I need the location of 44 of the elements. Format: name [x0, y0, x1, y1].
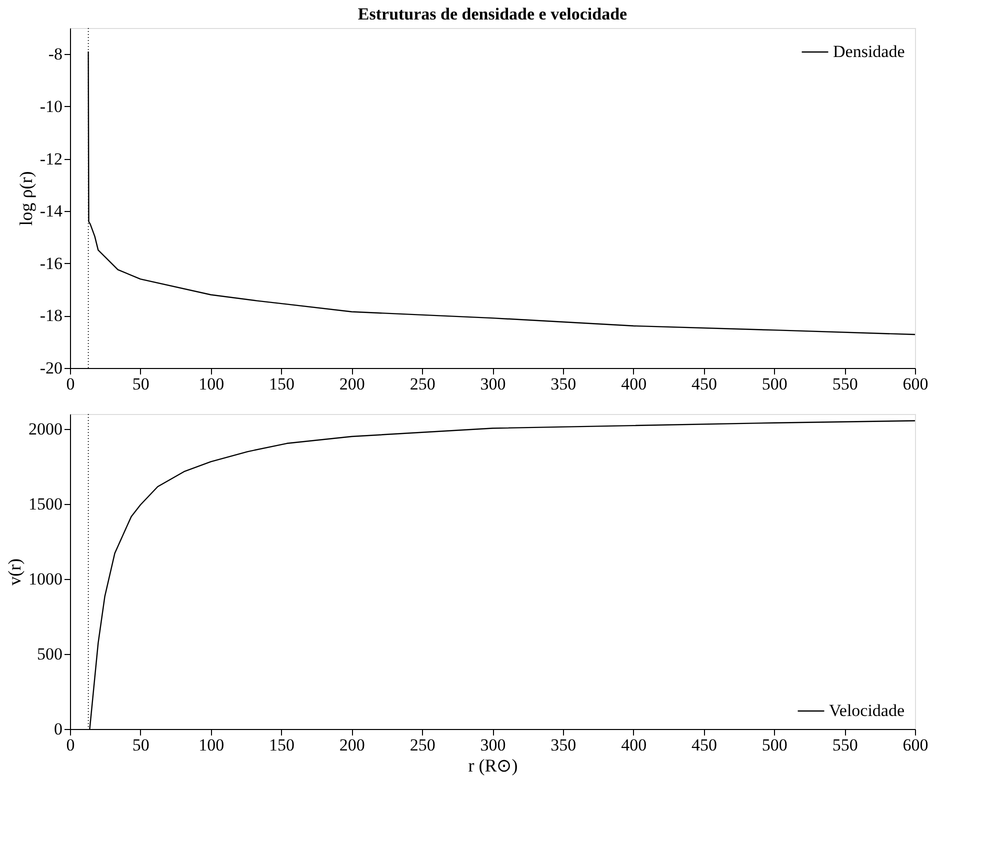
- y-tick-label: 500: [37, 644, 62, 664]
- x-tick-label: 200: [339, 374, 365, 394]
- y-tick-label: -14: [40, 202, 63, 221]
- x-tick-label: 600: [902, 374, 928, 394]
- chart-title: Estruturas de densidade e velocidade: [358, 4, 628, 24]
- x-tick-label: 500: [762, 736, 788, 754]
- y-tick-label: -12: [40, 149, 62, 168]
- y-tick-label: 1500: [28, 494, 62, 514]
- y-tick-label: 2000: [28, 420, 62, 438]
- x-tick-label: 550: [832, 374, 858, 394]
- x-tick-label: 250: [410, 374, 436, 394]
- x-tick-label: 50: [132, 736, 150, 754]
- y-tick-label: 0: [54, 720, 62, 738]
- x-tick-label: 100: [198, 736, 224, 754]
- x-tick-label: 450: [692, 736, 717, 754]
- x-tick-label: 0: [66, 736, 75, 754]
- y-tick-label: -8: [48, 44, 62, 64]
- x-tick-label: 400: [621, 736, 647, 754]
- x-tick-label: 0: [66, 374, 75, 394]
- x-axis-title: r (R⊙): [468, 756, 518, 776]
- x-tick-label: 150: [269, 736, 294, 754]
- x-tick-label: 450: [692, 374, 717, 394]
- x-tick-label: 600: [902, 736, 928, 754]
- x-tick-label: 300: [480, 736, 506, 754]
- x-tick-label: 200: [339, 736, 365, 754]
- y-axis-title: log ρ(r): [16, 171, 36, 226]
- x-tick-label: 400: [621, 374, 647, 394]
- y-axis-title: v(r): [4, 558, 24, 586]
- x-tick-label: 500: [762, 374, 788, 394]
- x-tick-label: 300: [480, 374, 506, 394]
- x-tick-label: 150: [269, 374, 294, 394]
- x-tick-label: 100: [198, 374, 224, 394]
- x-tick-label: 50: [132, 374, 150, 394]
- y-tick-label: -18: [40, 306, 62, 326]
- legend-label: Velocidade: [829, 701, 905, 720]
- y-tick-label: -16: [40, 254, 62, 273]
- x-tick-label: 250: [410, 736, 436, 754]
- x-tick-label: 350: [550, 374, 576, 394]
- y-tick-label: -20: [40, 358, 62, 378]
- y-tick-label: -10: [40, 96, 62, 116]
- x-tick-label: 550: [832, 736, 858, 754]
- y-tick-label: 1000: [28, 570, 62, 588]
- x-tick-label: 350: [550, 736, 576, 754]
- legend-label: Densidade: [833, 42, 905, 61]
